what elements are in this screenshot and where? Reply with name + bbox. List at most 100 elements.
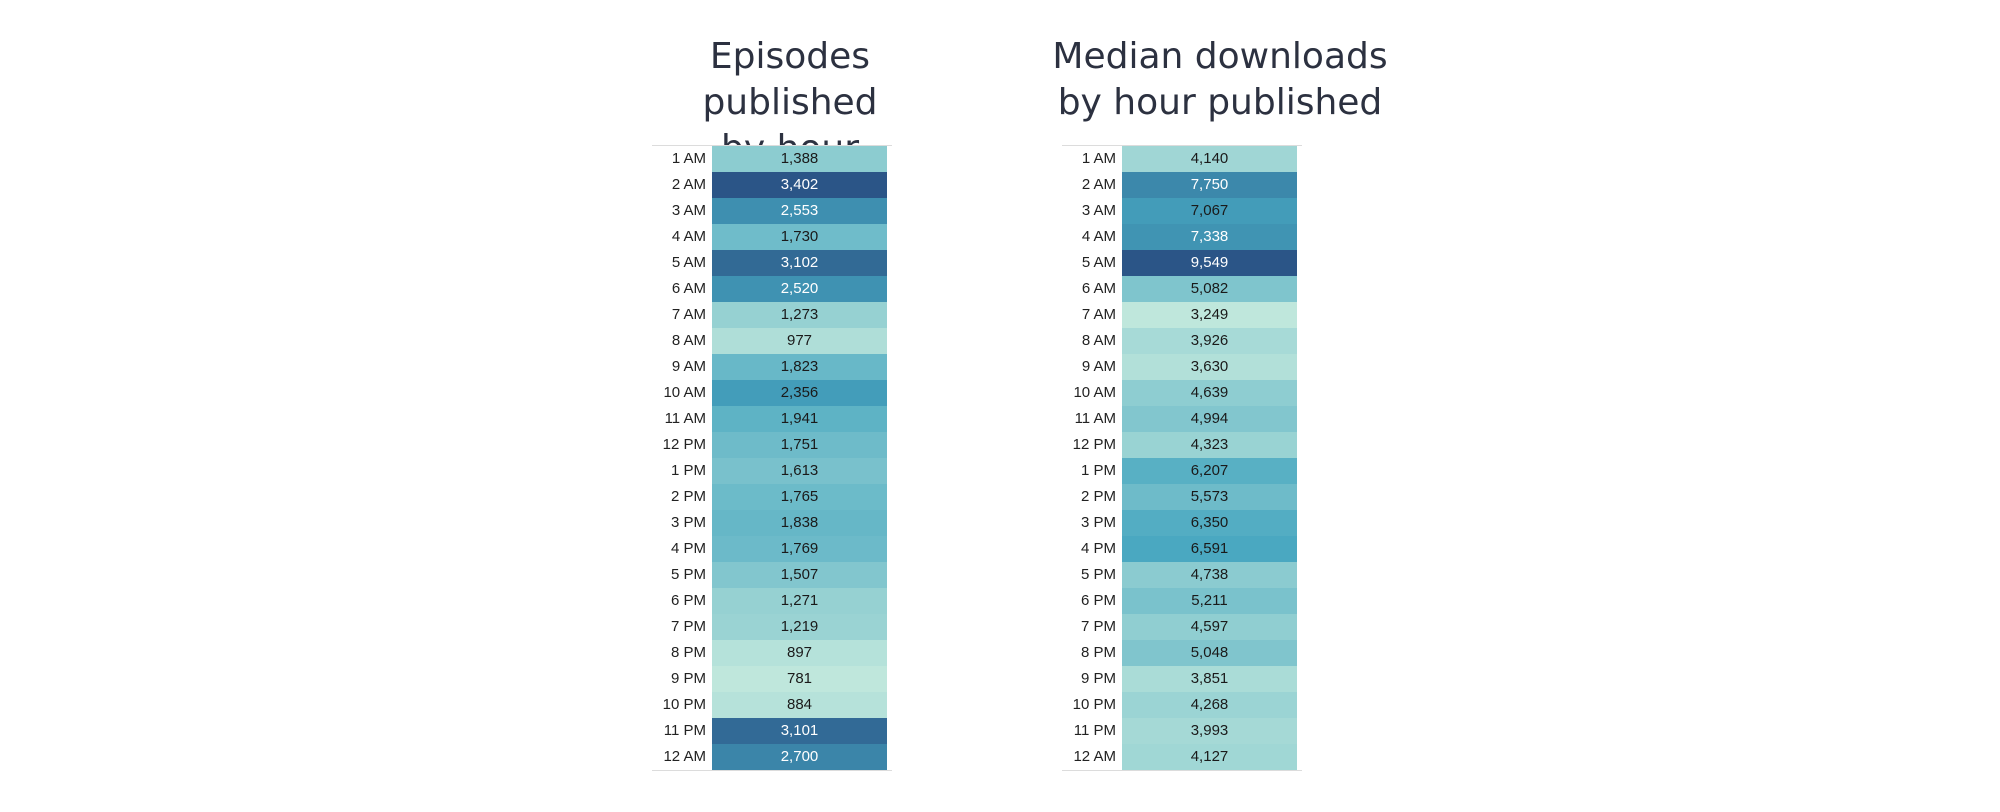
hour-label: 4 AM <box>1081 228 1116 245</box>
heatmap-cell: 7,338 <box>1122 224 1297 250</box>
top-rule <box>1062 145 1302 146</box>
heatmap-cell: 1,388 <box>712 146 887 172</box>
heatmap-cell: 1,271 <box>712 588 887 614</box>
hour-label: 6 AM <box>1081 280 1116 297</box>
heatmap-row: 5 PM 1,507 <box>652 562 892 588</box>
heatmap-cell: 3,402 <box>712 172 887 198</box>
heatmap-cell: 1,219 <box>712 614 887 640</box>
heatmap-cell: 4,268 <box>1122 692 1297 718</box>
top-rule <box>652 145 892 146</box>
heatmap-row: 4 PM 1,769 <box>652 536 892 562</box>
hour-label: 4 AM <box>671 228 706 245</box>
heatmap-row: 11 PM 3,993 <box>1062 718 1302 744</box>
heatmap-row: 12 AM 2,700 <box>652 744 892 770</box>
heatmap-cell: 6,591 <box>1122 536 1297 562</box>
hour-label: 8 PM <box>670 644 706 661</box>
heatmap-cell: 1,769 <box>712 536 887 562</box>
heatmap-cell: 5,573 <box>1122 484 1297 510</box>
heatmap-row: 10 AM 2,356 <box>652 380 892 406</box>
heatmap-row: 6 PM 1,271 <box>652 588 892 614</box>
heatmap-row: 4 PM 6,591 <box>1062 536 1302 562</box>
heatmap-cell: 3,630 <box>1122 354 1297 380</box>
heatmap-row: 3 AM 7,067 <box>1062 198 1302 224</box>
heatmap-cell: 2,520 <box>712 276 887 302</box>
hour-label: 5 AM <box>1081 254 1116 271</box>
hour-label: 5 PM <box>1080 566 1116 583</box>
heatmap-cell: 5,082 <box>1122 276 1297 302</box>
hour-label: 7 PM <box>1080 618 1116 635</box>
heatmap-row: 1 AM 1,388 <box>652 146 892 172</box>
hour-label: 12 PM <box>662 436 706 453</box>
heatmap-row: 9 PM 3,851 <box>1062 666 1302 692</box>
hour-label: 5 AM <box>671 254 706 271</box>
hour-label: 9 AM <box>1081 358 1116 375</box>
hour-label: 7 AM <box>1081 306 1116 323</box>
hour-label: 10 PM <box>1072 696 1116 713</box>
heatmap-row: 8 PM 897 <box>652 640 892 666</box>
hour-label: 11 PM <box>1073 722 1116 739</box>
heatmap-row: 6 AM 5,082 <box>1062 276 1302 302</box>
bottom-rule <box>652 770 892 771</box>
heatmap-cell: 6,207 <box>1122 458 1297 484</box>
heatmap-cell: 897 <box>712 640 887 666</box>
heatmap-row: 12 AM 4,127 <box>1062 744 1302 770</box>
heatmap-cell: 2,553 <box>712 198 887 224</box>
heatmap-cell: 1,751 <box>712 432 887 458</box>
hour-label: 11 PM <box>663 722 706 739</box>
hour-label: 11 AM <box>1074 410 1116 427</box>
heatmap-cell: 4,597 <box>1122 614 1297 640</box>
heatmap-cell: 1,613 <box>712 458 887 484</box>
heatmap-row: 11 AM 4,994 <box>1062 406 1302 432</box>
heatmap-row: 4 AM 1,730 <box>652 224 892 250</box>
hour-label: 3 PM <box>670 514 706 531</box>
heatmap-row: 11 AM 1,941 <box>652 406 892 432</box>
hour-label: 11 AM <box>664 410 706 427</box>
hour-label: 9 PM <box>1080 670 1116 687</box>
hour-label: 6 AM <box>671 280 706 297</box>
hour-label: 4 PM <box>670 540 706 557</box>
heatmap-row: 1 AM 4,140 <box>1062 146 1302 172</box>
hour-label: 8 PM <box>1080 644 1116 661</box>
hour-label: 5 PM <box>670 566 706 583</box>
heatmap-row: 7 AM 3,249 <box>1062 302 1302 328</box>
hour-label: 3 AM <box>1081 202 1116 219</box>
hour-label: 12 AM <box>663 748 706 765</box>
chart-title-line-1: Median downloads <box>1052 36 1388 77</box>
hour-label: 2 AM <box>671 176 706 193</box>
heatmap-cell: 1,765 <box>712 484 887 510</box>
hour-label: 10 AM <box>1073 384 1116 401</box>
hour-label: 1 AM <box>671 150 706 167</box>
heatmap-cell: 9,549 <box>1122 250 1297 276</box>
heatmap-row: 7 PM 1,219 <box>652 614 892 640</box>
heatmap-cell: 1,273 <box>712 302 887 328</box>
chart-title-line-1: Episodes published <box>702 36 878 123</box>
hour-label: 4 PM <box>1080 540 1116 557</box>
hour-label: 2 PM <box>1080 488 1116 505</box>
hour-label: 6 PM <box>1080 592 1116 609</box>
hour-label: 7 AM <box>671 306 706 323</box>
heatmap-cell: 4,140 <box>1122 146 1297 172</box>
heatmap-row: 2 PM 5,573 <box>1062 484 1302 510</box>
heatmap-row: 2 AM 3,402 <box>652 172 892 198</box>
heatmap-cell: 2,356 <box>712 380 887 406</box>
heatmap-cell: 4,323 <box>1122 432 1297 458</box>
heatmap-row: 8 AM 977 <box>652 328 892 354</box>
heatmap-cell: 884 <box>712 692 887 718</box>
heatmap-cell: 3,101 <box>712 718 887 744</box>
heatmap-row: 10 PM 4,268 <box>1062 692 1302 718</box>
heatmap-cell: 1,507 <box>712 562 887 588</box>
heatmap-row: 2 PM 1,765 <box>652 484 892 510</box>
heatmap-row: 9 AM 3,630 <box>1062 354 1302 380</box>
hour-label: 10 AM <box>663 384 706 401</box>
hour-label: 9 AM <box>671 358 706 375</box>
heatmap-cell: 1,838 <box>712 510 887 536</box>
heatmap-row: 10 PM 884 <box>652 692 892 718</box>
heatmap-row: 5 AM 3,102 <box>652 250 892 276</box>
heatmap-row: 8 PM 5,048 <box>1062 640 1302 666</box>
heatmap-row: 12 PM 4,323 <box>1062 432 1302 458</box>
hour-label: 2 AM <box>1081 176 1116 193</box>
heatmap-cell: 977 <box>712 328 887 354</box>
hour-label: 8 AM <box>671 332 706 349</box>
hour-label: 3 PM <box>1080 514 1116 531</box>
hour-label: 6 PM <box>670 592 706 609</box>
